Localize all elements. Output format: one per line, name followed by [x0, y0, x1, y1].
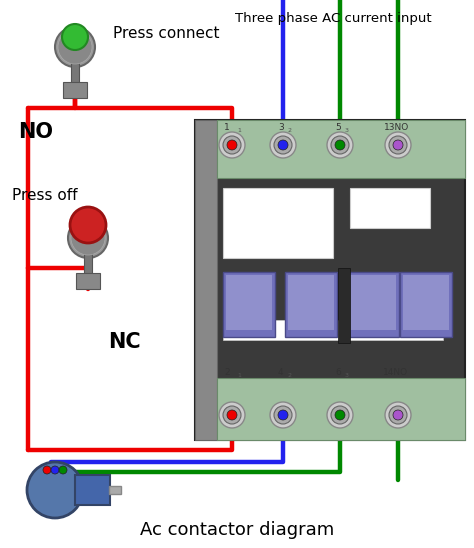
Text: 6: 6 [335, 368, 341, 377]
Bar [75, 475, 110, 505]
Text: 4: 4 [278, 368, 283, 377]
Circle shape [335, 140, 345, 150]
Text: 1: 1 [224, 123, 230, 132]
Text: CJX2: CJX2 [228, 193, 260, 206]
Bar [285, 272, 337, 337]
Bar [195, 120, 217, 440]
Circle shape [393, 410, 403, 420]
Bar [223, 188, 333, 258]
Circle shape [70, 207, 106, 243]
Bar [109, 486, 121, 494]
Text: 3: 3 [278, 123, 284, 132]
Circle shape [385, 132, 411, 158]
Bar [338, 268, 350, 343]
Circle shape [43, 466, 51, 474]
Circle shape [227, 410, 237, 420]
Circle shape [389, 136, 407, 154]
Bar [350, 275, 396, 330]
Circle shape [327, 402, 353, 428]
Circle shape [27, 462, 83, 518]
Circle shape [331, 406, 349, 424]
Text: 10: 10 [360, 190, 381, 205]
Bar [195, 120, 465, 440]
Circle shape [274, 406, 292, 424]
Bar [403, 275, 449, 330]
Bar [217, 378, 465, 440]
Bar [84, 253, 92, 275]
Circle shape [59, 466, 67, 474]
Bar [223, 320, 443, 340]
Bar [63, 82, 87, 98]
Circle shape [55, 27, 95, 67]
Text: 1: 1 [237, 373, 241, 378]
Text: 3: 3 [345, 128, 349, 133]
Bar [350, 188, 430, 228]
Bar [288, 275, 334, 330]
Text: 0901: 0901 [228, 208, 263, 221]
Text: 13NO: 13NO [384, 123, 409, 132]
Text: 2: 2 [288, 373, 292, 378]
Text: 2: 2 [288, 128, 292, 133]
Circle shape [223, 136, 241, 154]
Circle shape [393, 140, 403, 150]
Circle shape [389, 406, 407, 424]
Circle shape [223, 406, 241, 424]
Bar [400, 272, 452, 337]
Bar [76, 273, 100, 289]
Circle shape [227, 140, 237, 150]
Text: Press off: Press off [12, 188, 78, 203]
Text: Ac contactor diagram: Ac contactor diagram [140, 521, 334, 539]
Text: Press connect: Press connect [113, 26, 219, 41]
Text: 2: 2 [224, 368, 229, 377]
Circle shape [58, 30, 92, 64]
Circle shape [278, 140, 288, 150]
Circle shape [219, 132, 245, 158]
Circle shape [278, 410, 288, 420]
Bar [217, 120, 465, 178]
Circle shape [270, 402, 296, 428]
Text: 14NO: 14NO [383, 368, 408, 377]
Circle shape [68, 218, 108, 258]
Circle shape [62, 24, 88, 50]
Circle shape [274, 136, 292, 154]
Circle shape [270, 132, 296, 158]
Circle shape [331, 136, 349, 154]
Bar [347, 272, 399, 337]
Circle shape [385, 402, 411, 428]
Text: NC: NC [108, 332, 141, 352]
Circle shape [51, 466, 59, 474]
Text: 3: 3 [345, 373, 349, 378]
Text: 1: 1 [237, 128, 241, 133]
Circle shape [335, 410, 345, 420]
Circle shape [71, 221, 105, 255]
Bar [71, 62, 79, 84]
Circle shape [219, 402, 245, 428]
Circle shape [327, 132, 353, 158]
Bar [226, 275, 272, 330]
Text: 5: 5 [335, 123, 341, 132]
Text: Three phase AC current input: Three phase AC current input [235, 12, 432, 25]
Text: NO: NO [18, 122, 53, 142]
Bar [223, 272, 275, 337]
